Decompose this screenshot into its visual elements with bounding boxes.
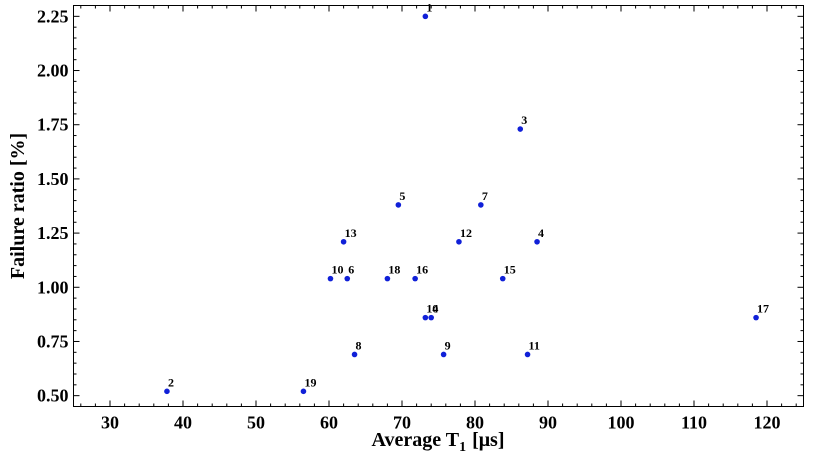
data-point-4 bbox=[534, 238, 540, 245]
y-tick-label: 2.00 bbox=[37, 61, 69, 81]
data-point-18 bbox=[384, 275, 391, 282]
x-axis-title-subscript: 1 bbox=[459, 440, 466, 455]
x-tick-label: 50 bbox=[247, 413, 265, 433]
data-point-label-0: 0 bbox=[432, 302, 438, 316]
axis-tick-labels: 30 40 50 60 70 80 90 100 110 1200.500.751.001.251… bbox=[37, 6, 781, 432]
data-point-17 bbox=[753, 314, 759, 321]
data-point-label-4: 4 bbox=[538, 226, 544, 240]
data-point-16 bbox=[412, 275, 418, 282]
x-tick-label: 70 bbox=[393, 413, 411, 433]
y-tick-label: 0.75 bbox=[37, 331, 69, 351]
data-point-label-3: 3 bbox=[521, 113, 527, 127]
data-point-label-19: 19 bbox=[304, 375, 316, 389]
y-tick-label: 0.50 bbox=[37, 386, 69, 406]
data-point-label-1: 1 bbox=[426, 0, 432, 14]
data-point-label-2: 2 bbox=[168, 375, 174, 389]
data-point-label-12: 12 bbox=[460, 226, 472, 240]
axis-ticks bbox=[73, 5, 804, 407]
x-tick-label: 60 bbox=[320, 413, 338, 433]
plot-frame bbox=[73, 5, 804, 407]
data-point-label-8: 8 bbox=[356, 338, 362, 352]
data-point-label-16: 16 bbox=[416, 263, 428, 277]
data-point-14 bbox=[422, 314, 429, 321]
data-point-label-14: 14 bbox=[426, 302, 438, 316]
data-point-13 bbox=[340, 238, 347, 245]
data-point-label-5: 5 bbox=[399, 189, 405, 203]
data-point-label-17: 17 bbox=[757, 302, 769, 316]
x-tick-label: 30 bbox=[101, 413, 119, 433]
data-point-12 bbox=[456, 238, 462, 245]
data-point-1 bbox=[422, 13, 429, 20]
data-point-3 bbox=[517, 126, 524, 132]
data-point-6 bbox=[344, 275, 351, 282]
y-tick-label: 1.00 bbox=[37, 277, 69, 297]
data-point-2 bbox=[164, 388, 170, 395]
data-point-label-7: 7 bbox=[482, 189, 488, 203]
x-tick-label: 110 bbox=[681, 413, 707, 433]
data-point-19 bbox=[300, 388, 307, 395]
y-tick-label: 1.25 bbox=[37, 223, 69, 243]
data-point-0 bbox=[428, 314, 435, 321]
data-point-9 bbox=[440, 351, 447, 358]
data-point-11 bbox=[524, 351, 531, 358]
y-tick-label: 2.25 bbox=[37, 6, 69, 26]
x-tick-label: 90 bbox=[539, 413, 557, 433]
y-tick-label: 1.75 bbox=[37, 115, 69, 135]
x-tick-label: 80 bbox=[466, 413, 484, 433]
x-tick-label: 100 bbox=[608, 413, 635, 433]
data-point-15 bbox=[499, 275, 506, 282]
x-axis-title: Average T1 [μs] bbox=[371, 429, 504, 455]
data-point-7 bbox=[478, 202, 484, 208]
data-point-label-6: 6 bbox=[348, 263, 354, 277]
data-point-8 bbox=[351, 351, 358, 358]
data-point-label-13: 13 bbox=[345, 226, 357, 240]
x-axis-title-main: Average T bbox=[371, 429, 459, 451]
data-points bbox=[164, 13, 759, 395]
data-point-label-15: 15 bbox=[504, 263, 516, 277]
data-point-5 bbox=[395, 202, 402, 208]
y-axis-title: Failure ratio [%] bbox=[7, 133, 29, 279]
data-point-label-11: 11 bbox=[529, 338, 540, 352]
data-point-label-9: 9 bbox=[445, 338, 451, 352]
x-tick-label: 40 bbox=[174, 413, 192, 433]
x-axis-title-unit: [μs] bbox=[472, 429, 504, 451]
y-tick-label: 1.50 bbox=[37, 169, 69, 189]
data-point-10 bbox=[327, 275, 334, 282]
data-point-label-10: 10 bbox=[331, 263, 343, 277]
x-tick-label: 120 bbox=[754, 413, 781, 433]
data-point-label-18: 18 bbox=[388, 263, 400, 277]
